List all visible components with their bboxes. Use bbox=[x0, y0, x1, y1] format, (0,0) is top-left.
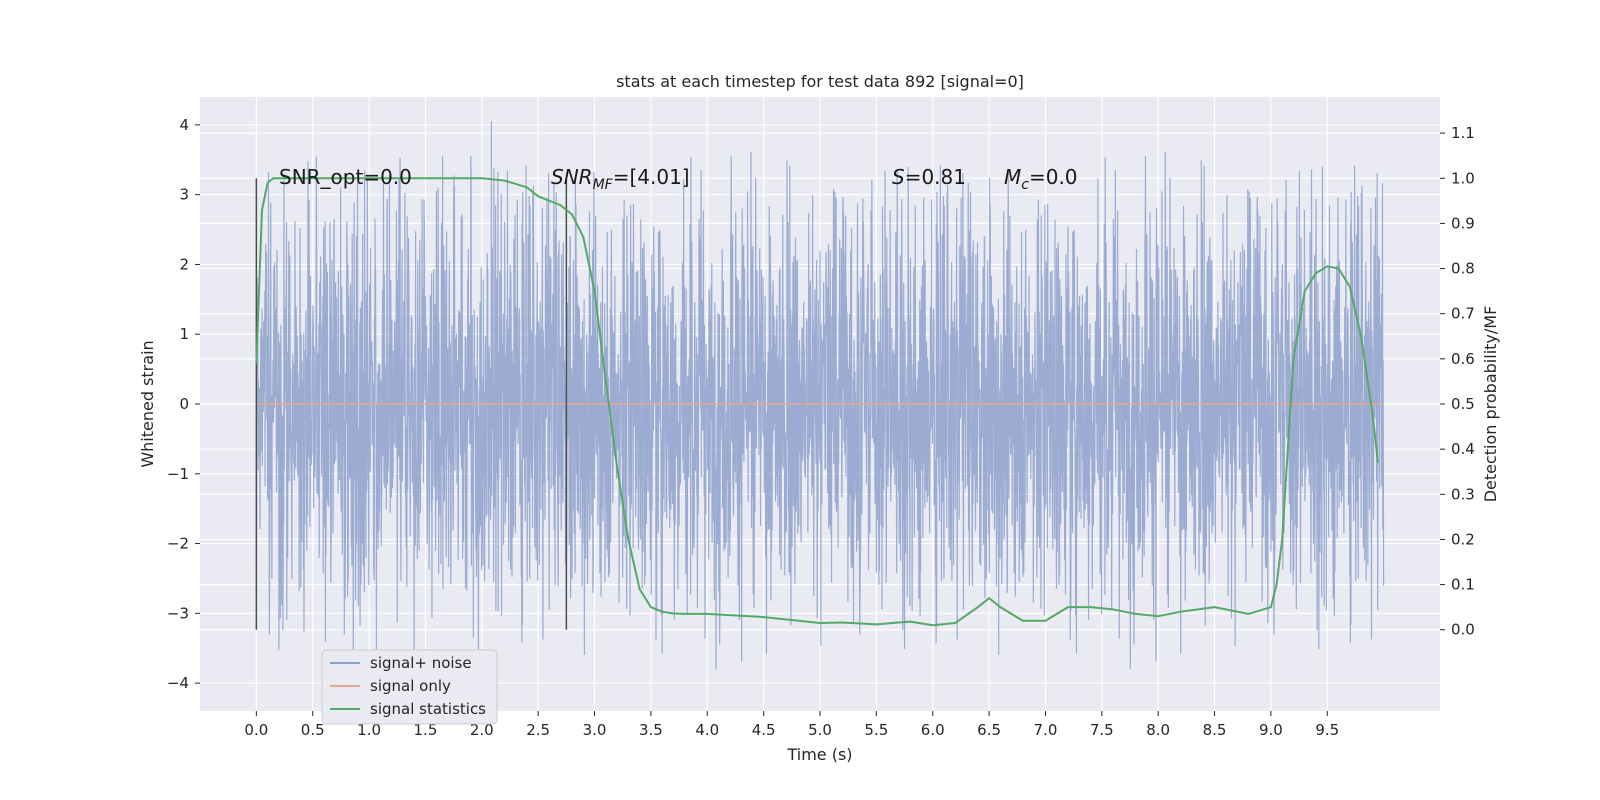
x-tick-label: 9.5 bbox=[1315, 721, 1339, 739]
y-tick-label-right: 0.7 bbox=[1451, 305, 1475, 323]
y-tick-label-left: 0 bbox=[179, 395, 189, 413]
y-tick-label-right: 1.0 bbox=[1451, 169, 1475, 187]
marker-lines bbox=[255, 178, 568, 630]
x-tick-label: 2.0 bbox=[470, 721, 494, 739]
x-tick-label: 5.0 bbox=[808, 721, 832, 739]
y-tick-label-right: 0.8 bbox=[1451, 260, 1475, 278]
y-axis-label-right: Detection probability/MF bbox=[1481, 306, 1500, 503]
x-tick-label: 3.0 bbox=[583, 721, 607, 739]
x-tick-label: 0.0 bbox=[244, 721, 268, 739]
x-tick-label: 7.5 bbox=[1090, 721, 1114, 739]
y-tick-label-right: 0.1 bbox=[1451, 576, 1475, 594]
y-tick-label-left: 2 bbox=[179, 255, 189, 273]
y-tick-label-right: 0.5 bbox=[1451, 395, 1475, 413]
y-tick-label-left: 4 bbox=[179, 116, 189, 134]
x-tick-label: 8.0 bbox=[1146, 721, 1170, 739]
x-tick-label: 9.0 bbox=[1259, 721, 1283, 739]
legend-box bbox=[321, 649, 498, 725]
x-tick-label: 3.5 bbox=[639, 721, 663, 739]
x-tick-label: 1.5 bbox=[414, 721, 438, 739]
x-tick-label: 1.0 bbox=[357, 721, 381, 739]
x-tick-label: 7.0 bbox=[1034, 721, 1058, 739]
x-tick-label: 6.0 bbox=[921, 721, 945, 739]
legend-label-signal-only: signal only bbox=[370, 677, 451, 695]
y-tick-label-right: 0.6 bbox=[1451, 350, 1475, 368]
x-axis-label: Time (s) bbox=[786, 745, 852, 764]
legend-label-signal-statistics: signal statistics bbox=[370, 700, 486, 718]
y-tick-label-right: 0.0 bbox=[1451, 621, 1475, 639]
x-tick-label: 8.5 bbox=[1203, 721, 1227, 739]
y-tick-label-left: −1 bbox=[167, 465, 189, 483]
y-tick-label-right: 0.3 bbox=[1451, 485, 1475, 503]
x-tick-label: 6.5 bbox=[977, 721, 1001, 739]
series-signal-noise bbox=[255, 121, 1385, 670]
annotation-snr-mf: SNRMF=[4.01] bbox=[551, 165, 690, 193]
x-tick-label: 5.5 bbox=[864, 721, 888, 739]
y-tick-label-left: −2 bbox=[167, 535, 189, 553]
y-tick-label-left: 1 bbox=[179, 325, 189, 343]
y-axis-label-left: Whitened strain bbox=[138, 340, 157, 467]
annotation-s: S=0.81 bbox=[892, 165, 966, 189]
series-signal-statistics bbox=[255, 177, 1379, 627]
legend-label-signal-noise: signal+ noise bbox=[370, 654, 472, 672]
y-tick-label-right: 0.2 bbox=[1451, 530, 1475, 548]
x-tick-label: 0.5 bbox=[301, 721, 325, 739]
legend: signal+ noise signal only signal statist… bbox=[321, 649, 498, 725]
x-tick-label: 4.0 bbox=[695, 721, 719, 739]
y-tick-label-right: 0.9 bbox=[1451, 214, 1475, 232]
chart-title: stats at each timestep for test data 892… bbox=[616, 72, 1024, 91]
y-tick-label-left: −4 bbox=[167, 674, 189, 692]
y-tick-label-left: −3 bbox=[167, 604, 189, 622]
annotation-mc: Mc=0.0 bbox=[1004, 165, 1078, 193]
y-tick-label-right: 0.4 bbox=[1451, 440, 1475, 458]
series-line-signal-statistics bbox=[255, 177, 1379, 627]
x-tick-label: 4.5 bbox=[752, 721, 776, 739]
x-tick-label: 2.5 bbox=[526, 721, 550, 739]
series-line-signal-noise bbox=[255, 121, 1385, 670]
y-tick-label-left: 3 bbox=[179, 186, 189, 204]
axis-ticks: 0.0 0.5 1.0 1.5 2.0 2.5 3.0 3.5 4.0 4.5 5.0 5.5 6.0 6… bbox=[167, 116, 1475, 739]
y-tick-label-right: 1.1 bbox=[1451, 124, 1475, 142]
annotation-snr-opt: SNR_opt=0.0 bbox=[279, 165, 412, 189]
